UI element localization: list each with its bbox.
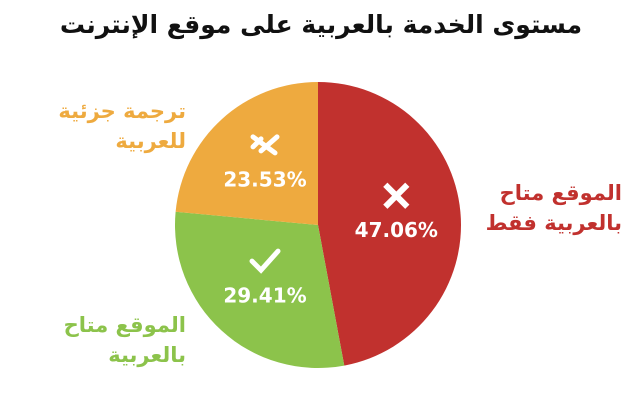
pie-slice [318,82,462,366]
icon-cross [383,182,410,209]
icon-partial [250,134,280,156]
slice-label: الموقع متاح بالعربية فقط [485,181,622,235]
value-label: 29.41% [223,284,306,308]
slice-label: ترجمة جزئية للعربية [58,99,186,153]
pie-slice [175,211,345,369]
slice-label: الموقع متاح بالعربية [63,313,186,367]
icon-check [249,248,281,274]
value-label: 23.53% [223,167,306,191]
chart-title: مستوى الخدمة بالعربية على موقع الإنترنت [59,10,583,39]
value-label: 47.06% [355,218,438,242]
pie-slice [175,82,318,225]
